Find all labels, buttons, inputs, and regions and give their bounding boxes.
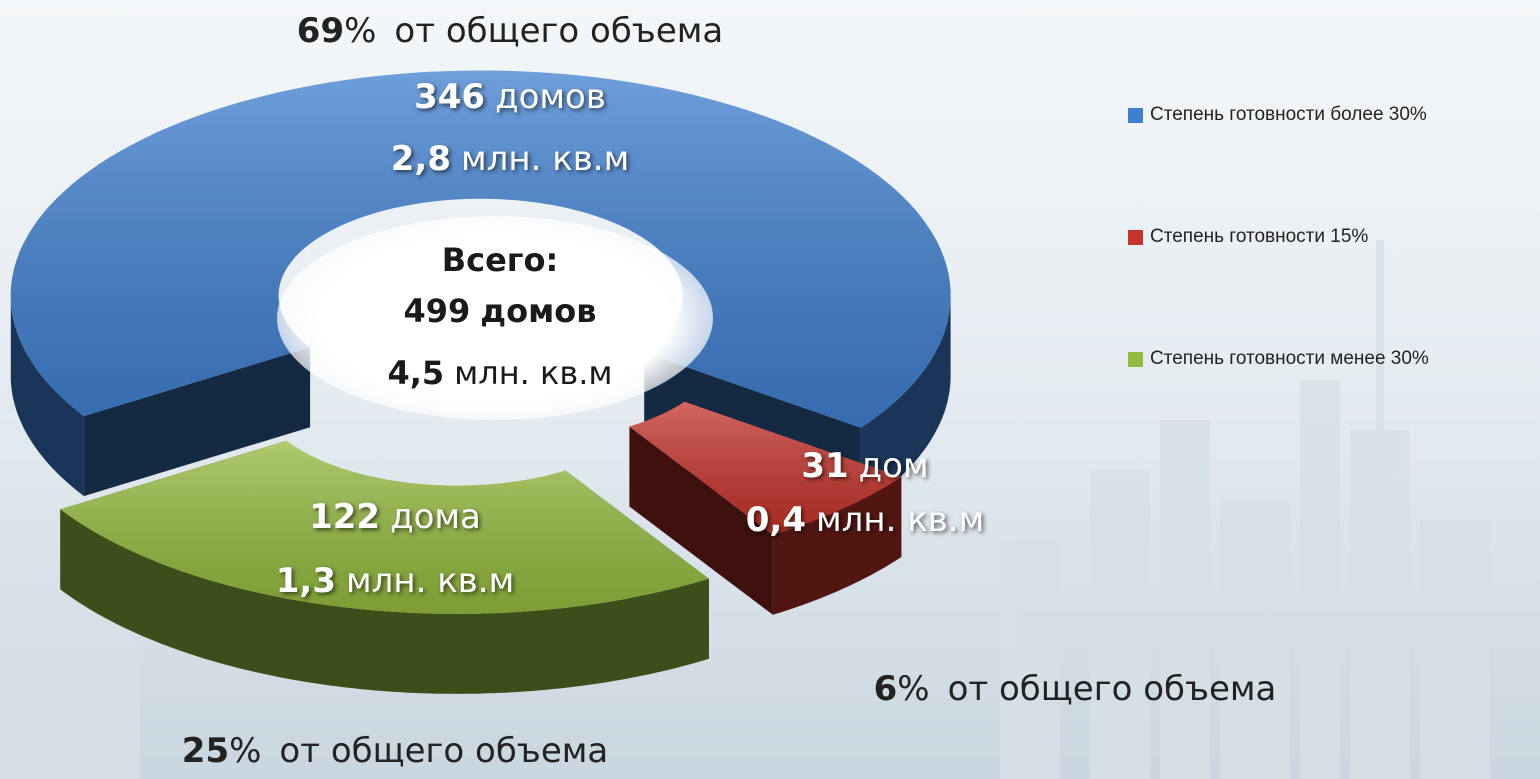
slice-side xyxy=(772,477,902,615)
area-label: 0,4 млн. кв.м xyxy=(746,500,985,540)
total-area-value: 4,5 xyxy=(387,354,444,392)
total-area-unit: млн. кв.м xyxy=(454,354,612,392)
share-unit: % xyxy=(344,11,376,51)
total-houses-value: 499 xyxy=(403,292,470,330)
center-hole xyxy=(277,216,713,420)
share-value: 69 xyxy=(297,11,344,51)
area-value: 1,3 xyxy=(276,561,336,601)
total-houses-unit: домов xyxy=(480,292,596,330)
legend-label: Степень готовности более 30% xyxy=(1150,104,1427,125)
share-text: от общего объема xyxy=(948,669,1277,709)
houses-unit: дом xyxy=(859,446,929,486)
legend-swatch xyxy=(1128,108,1143,123)
slice-shine xyxy=(60,440,709,614)
share-text: от общего объема xyxy=(279,731,608,771)
pie xyxy=(10,70,951,694)
area-value: 2,8 xyxy=(391,139,451,179)
share-label: 6% от общего объема xyxy=(874,669,1277,709)
houses-value: 346 xyxy=(414,77,485,117)
slice-side xyxy=(10,300,84,497)
share-value: 25 xyxy=(182,731,229,771)
slice-shine xyxy=(10,70,951,428)
share-label: 69% от общего объема xyxy=(297,11,723,51)
area-unit: млн. кв.м xyxy=(346,561,514,601)
city-silhouette xyxy=(0,240,1490,779)
area-value: 0,4 xyxy=(746,500,806,540)
houses-label: 122 дома xyxy=(309,497,481,537)
total-title: Всего: xyxy=(442,241,559,279)
total-houses: 499 домов xyxy=(403,292,596,330)
legend: Степень готовности более 30% Степень гото… xyxy=(1128,104,1429,369)
slice-side xyxy=(860,298,951,508)
total-area: 4,5 млн. кв.м xyxy=(387,354,612,392)
share-unit: % xyxy=(897,669,929,709)
share-unit: % xyxy=(229,731,261,771)
share-label: 25% от общего объема xyxy=(182,731,608,771)
legend-swatch xyxy=(1128,230,1143,245)
slice-shine xyxy=(629,401,902,535)
legend-swatch xyxy=(1128,352,1143,367)
slice-side xyxy=(60,509,709,694)
houses-unit: домов xyxy=(495,77,606,117)
houses-unit: дома xyxy=(390,497,481,537)
area-label: 2,8 млн. кв.м xyxy=(391,139,630,179)
legend-label: Степень готовности менее 30% xyxy=(1150,348,1429,369)
share-text: от общего объема xyxy=(394,11,723,51)
slice-cut-face xyxy=(629,426,773,615)
area-unit: млн. кв.м xyxy=(461,139,629,179)
legend-label: Степень готовности 15% xyxy=(1150,226,1368,247)
area-label: 1,3 млн. кв.м xyxy=(276,561,515,601)
share-value: 6 xyxy=(874,669,898,709)
houses-label: 31 дом xyxy=(801,446,928,486)
houses-value: 31 xyxy=(801,446,848,486)
houses-value: 122 xyxy=(309,497,380,537)
area-unit: млн. кв.м xyxy=(816,500,984,540)
slice-cut-face xyxy=(83,347,311,497)
houses-label: 346 домов xyxy=(414,77,606,117)
